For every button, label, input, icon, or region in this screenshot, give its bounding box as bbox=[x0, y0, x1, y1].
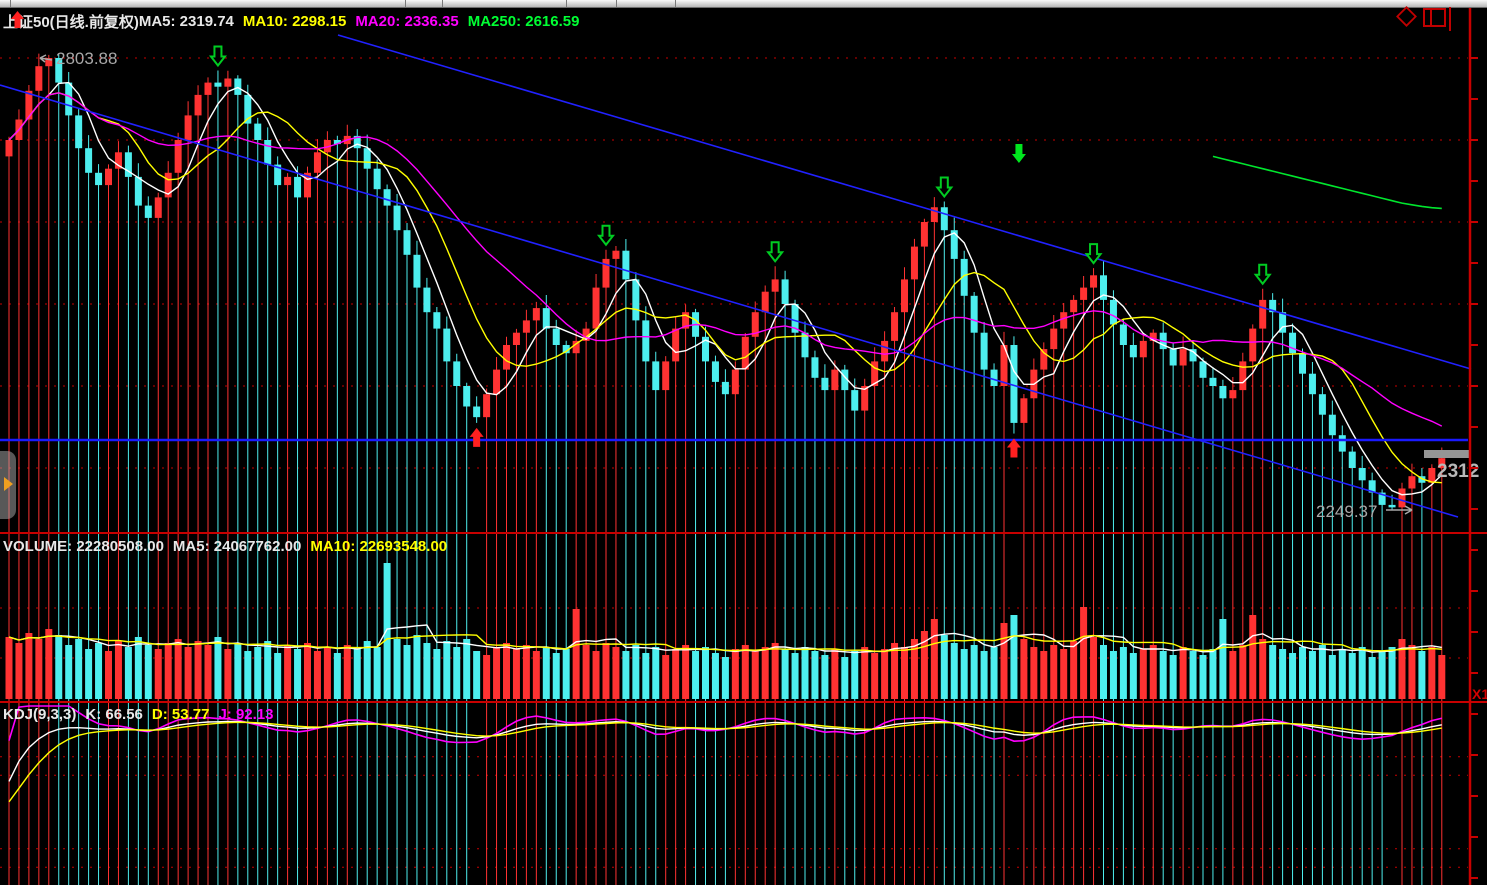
low-price-label: 2249.37 bbox=[1316, 502, 1377, 521]
expand-right-icon bbox=[4, 477, 13, 491]
peak-price-label: 2803.88 bbox=[56, 49, 117, 68]
ma250-value: MA250: 2616.59 bbox=[467, 13, 580, 30]
price-ma-lines bbox=[8, 81, 1443, 496]
diamond-icon[interactable] bbox=[1396, 6, 1417, 27]
top-toolbar-edge bbox=[0, 0, 1487, 8]
sidebar-expander-tab[interactable] bbox=[0, 451, 16, 519]
symbol-title: 上证50(日线.前复权) bbox=[3, 14, 139, 31]
volume-ma5-value: MA5: 24067762.00 bbox=[172, 538, 302, 555]
volume-header: VOLUME: 22280508.00 MA5: 24067762.00 MA1… bbox=[3, 538, 447, 555]
volume-ma-lines bbox=[8, 624, 1442, 654]
ma20-value: MA20: 2336.35 bbox=[355, 13, 459, 30]
kdj-lines bbox=[8, 705, 1442, 803]
trend-lines bbox=[0, 34, 1472, 518]
ma10-value: MA10: 2298.15 bbox=[242, 13, 347, 30]
toolbar-icons[interactable] bbox=[1396, 6, 1451, 31]
main-chart-header: 上证50(日线.前复权) MA5: 2319.74 MA10: 2298.15 … bbox=[3, 11, 579, 32]
ma5-value: MA5: 2319.74 bbox=[138, 13, 234, 30]
volume-value: VOLUME: 22280508.00 bbox=[3, 538, 164, 555]
chart-frame bbox=[0, 8, 1487, 885]
kdj-j-value: J: 92.13 bbox=[218, 706, 274, 723]
volume-bars[interactable] bbox=[5, 563, 1446, 699]
corner-note: X1 bbox=[1472, 686, 1487, 702]
price-labels: 2803.88 2249.37 2312 X1 bbox=[39, 49, 1487, 702]
signal-arrows bbox=[208, 45, 1272, 458]
kdj-header: KDJ(9,3,3) K: 66.56 D: 53.77 J: 92.13 bbox=[3, 706, 274, 723]
split-window-icon[interactable] bbox=[1423, 8, 1446, 27]
up-arrow-icon bbox=[11, 11, 24, 28]
kdj-k-value: K: 66.56 bbox=[85, 706, 143, 723]
gridlines bbox=[0, 57, 1468, 868]
kdj-name: KDJ(9,3,3) bbox=[3, 706, 77, 723]
volume-ma10-value: MA10: 22693548.00 bbox=[310, 538, 448, 555]
kdj-d-value: D: 53.77 bbox=[151, 706, 210, 723]
last-price-tag: 2312 bbox=[1437, 461, 1479, 482]
candlesticks[interactable] bbox=[5, 53, 1446, 885]
